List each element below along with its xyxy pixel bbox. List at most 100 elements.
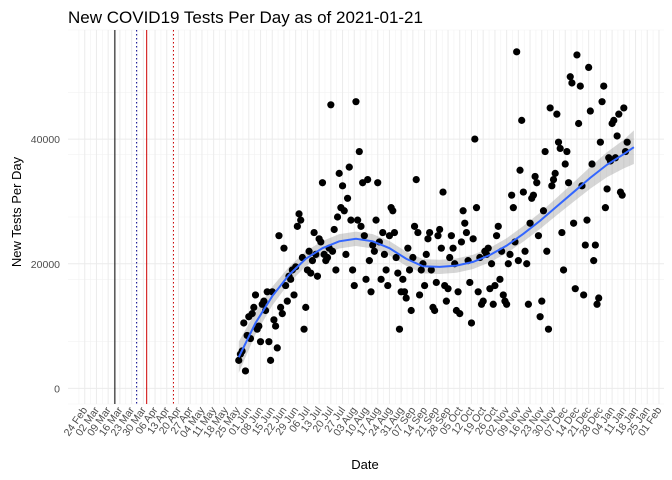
- data-point: [421, 281, 429, 290]
- data-point: [576, 82, 584, 90]
- data-point: [447, 232, 455, 240]
- data-point: [287, 275, 295, 283]
- data-point: [333, 213, 342, 221]
- data-point: [524, 300, 532, 308]
- data-point: [610, 116, 618, 124]
- data-point: [404, 244, 412, 252]
- y-axis-label: New Tests Per Day: [9, 156, 24, 267]
- data-point: [543, 247, 551, 255]
- data-point: [293, 222, 301, 230]
- data-point: [369, 241, 377, 249]
- data-point: [580, 291, 588, 299]
- data-point: [563, 147, 571, 156]
- chart-title: New COVID19 Tests Per Day as of 2021-01-…: [68, 8, 423, 27]
- y-tick-label: 40000: [31, 134, 60, 146]
- data-point: [370, 247, 378, 255]
- data-point: [409, 253, 417, 262]
- x-axis-label: Date: [351, 457, 378, 472]
- data-point: [248, 310, 256, 318]
- data-point: [518, 116, 526, 124]
- data-point: [514, 257, 522, 265]
- data-point: [603, 185, 611, 193]
- data-point: [308, 257, 317, 265]
- data-point: [588, 160, 596, 168]
- data-point: [277, 303, 285, 311]
- data-point: [539, 207, 548, 215]
- data-point: [390, 228, 399, 237]
- data-point: [295, 210, 303, 218]
- data-point: [519, 188, 527, 196]
- data-point: [472, 204, 481, 212]
- data-point: [457, 238, 466, 246]
- data-point: [593, 300, 601, 308]
- data-point: [343, 194, 352, 202]
- data-point: [349, 266, 357, 274]
- data-point: [310, 228, 318, 237]
- y-tick-label: 0: [54, 383, 60, 395]
- data-point: [559, 266, 568, 274]
- data-point: [613, 132, 621, 140]
- data-point: [415, 291, 424, 299]
- data-point: [395, 325, 404, 333]
- data-point: [538, 297, 546, 305]
- data-point: [340, 207, 348, 215]
- data-point: [250, 303, 258, 311]
- data-point: [278, 310, 286, 318]
- data-point: [471, 135, 479, 143]
- data-point: [328, 247, 337, 255]
- data-point: [533, 179, 541, 187]
- data-point: [422, 250, 430, 258]
- data-point: [491, 281, 499, 290]
- data-point: [292, 263, 300, 271]
- data-point: [549, 176, 558, 184]
- data-point: [492, 232, 501, 240]
- data-point: [424, 235, 432, 243]
- data-point: [313, 272, 322, 280]
- data-point: [357, 222, 365, 230]
- data-point: [623, 138, 631, 146]
- data-point: [275, 232, 283, 240]
- plot-area: [68, 29, 664, 405]
- data-point: [434, 232, 442, 240]
- data-point: [541, 147, 549, 156]
- data-point: [302, 303, 310, 311]
- data-point: [365, 257, 373, 265]
- data-point: [260, 297, 268, 305]
- data-point: [564, 179, 573, 187]
- data-point: [575, 119, 583, 128]
- data-point: [273, 344, 281, 352]
- data-point: [305, 247, 313, 255]
- data-point: [354, 216, 362, 224]
- data-point: [342, 250, 350, 258]
- data-point: [596, 138, 604, 146]
- data-point: [615, 110, 623, 118]
- data-point: [534, 232, 543, 240]
- data-point: [590, 257, 598, 265]
- data-point: [531, 172, 539, 181]
- data-point: [400, 288, 409, 296]
- data-point: [487, 260, 496, 268]
- data-point: [427, 266, 435, 274]
- data-point: [323, 253, 332, 262]
- data-point: [568, 79, 576, 87]
- data-point: [516, 166, 524, 174]
- smooth-trend-line: [237, 146, 635, 358]
- y-tick-label: 20000: [31, 259, 60, 271]
- data-point: [290, 291, 298, 299]
- data-point: [571, 285, 579, 293]
- data-point: [389, 207, 397, 215]
- data-point: [265, 338, 273, 346]
- data-point: [412, 176, 420, 184]
- data-point: [270, 316, 278, 324]
- data-point: [417, 266, 425, 274]
- data-point: [523, 260, 531, 268]
- data-point: [446, 253, 454, 262]
- data-point: [442, 297, 450, 305]
- data-point: [513, 48, 521, 56]
- data-point: [585, 63, 593, 71]
- data-point: [374, 179, 382, 187]
- data-point: [544, 325, 553, 333]
- data-point: [402, 294, 410, 302]
- data-point: [235, 356, 243, 364]
- data-point: [241, 367, 250, 375]
